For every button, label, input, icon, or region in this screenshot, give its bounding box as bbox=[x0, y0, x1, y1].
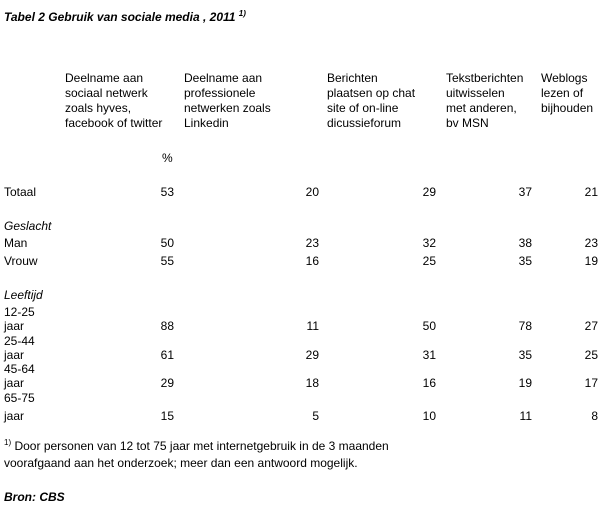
row-label: 45-64 bbox=[4, 362, 35, 376]
column-header: Deelname aan bbox=[65, 71, 144, 85]
cell-value: 35 bbox=[518, 254, 532, 268]
unit: % bbox=[162, 151, 173, 165]
row-label: jaar bbox=[4, 319, 25, 333]
column-header: uitwisselen bbox=[446, 86, 505, 100]
cell-value: 61 bbox=[160, 348, 174, 362]
source: Bron: CBS bbox=[4, 490, 65, 504]
title-note: 1) bbox=[238, 9, 246, 18]
column-header: met anderen, bbox=[446, 101, 517, 115]
cell-value: 23 bbox=[584, 236, 598, 250]
cell-value: 11 bbox=[519, 409, 532, 423]
footnote-text: Door personen van 12 tot 75 jaar met int… bbox=[14, 439, 389, 453]
cell-value: 29 bbox=[160, 376, 174, 390]
cell-value: 16 bbox=[422, 376, 436, 390]
cell-value: 5 bbox=[312, 409, 319, 423]
cell-value: 88 bbox=[160, 319, 174, 333]
cell-value: 18 bbox=[305, 376, 319, 390]
cell-value: 29 bbox=[422, 185, 436, 199]
cell-value: 31 bbox=[422, 348, 436, 362]
cell-value: 78 bbox=[518, 319, 532, 333]
cell-value: 11 bbox=[306, 319, 319, 333]
row-label: jaar bbox=[4, 376, 25, 390]
column-header: lezen of bbox=[541, 86, 584, 100]
column-header: Berichten bbox=[327, 71, 378, 85]
cell-value: 10 bbox=[422, 409, 436, 423]
cell-value: 37 bbox=[518, 185, 532, 199]
column-header: Linkedin bbox=[184, 116, 229, 130]
cell-value: 27 bbox=[584, 319, 598, 333]
column-header: Deelname aan bbox=[184, 71, 263, 85]
row-label: Man bbox=[4, 236, 28, 250]
cell-value: 8 bbox=[591, 409, 598, 423]
row-label: jaar bbox=[4, 348, 25, 362]
row-label: 25-44 bbox=[4, 334, 35, 348]
column-header: professionele bbox=[184, 86, 256, 100]
cell-value: 35 bbox=[518, 348, 532, 362]
footnote-text: voorafgaand aan het onderzoek; meer dan … bbox=[4, 456, 358, 470]
column-header: netwerken zoals bbox=[184, 101, 271, 115]
column-header: plaatsen op chat bbox=[327, 86, 416, 100]
row-label: Totaal bbox=[4, 185, 37, 199]
cell-value: 38 bbox=[518, 236, 532, 250]
cell-value: 16 bbox=[305, 254, 319, 268]
row-label: Vrouw bbox=[4, 254, 38, 268]
cell-value: 55 bbox=[160, 254, 174, 268]
column-header: site of on-line bbox=[327, 101, 399, 115]
footnote-line: 1) Door personen van 12 tot 75 jaar met … bbox=[4, 436, 389, 453]
title-block: Tabel 2 Gebruik van sociale media , 2011… bbox=[4, 7, 246, 24]
column-header: bijhouden bbox=[541, 101, 594, 115]
cell-value: 17 bbox=[584, 376, 598, 390]
column-header: facebook of twitter bbox=[65, 116, 163, 130]
cell-value: 32 bbox=[422, 236, 436, 250]
row-label: 65-75 bbox=[4, 391, 35, 405]
cell-value: 21 bbox=[584, 185, 598, 199]
column-header: Tekstberichten bbox=[446, 71, 524, 85]
cell-value: 50 bbox=[422, 319, 436, 333]
cell-value: 25 bbox=[584, 348, 598, 362]
cell-value: 53 bbox=[160, 185, 174, 199]
cell-value: 15 bbox=[160, 409, 174, 423]
section-label: Geslacht bbox=[4, 219, 52, 233]
section-label: Leeftijd bbox=[4, 288, 43, 302]
cell-value: 50 bbox=[160, 236, 174, 250]
column-header: dicussieforum bbox=[327, 116, 402, 130]
cell-value: 20 bbox=[305, 185, 319, 199]
cell-value: 29 bbox=[305, 348, 319, 362]
cell-value: 23 bbox=[305, 236, 319, 250]
row-label: 12-25 bbox=[4, 305, 35, 319]
cell-value: 19 bbox=[584, 254, 598, 268]
column-header: sociaal netwerk bbox=[65, 86, 148, 100]
row-label: jaar bbox=[4, 409, 25, 423]
cell-value: 25 bbox=[422, 254, 436, 268]
footnote-mark: 1) bbox=[4, 438, 12, 447]
column-header: Weblogs bbox=[541, 71, 588, 85]
title: Tabel 2 Gebruik van sociale media , 2011 bbox=[4, 10, 236, 24]
column-header: bv MSN bbox=[446, 116, 489, 130]
column-header: zoals hyves, bbox=[65, 101, 132, 115]
cell-value: 19 bbox=[518, 376, 532, 390]
